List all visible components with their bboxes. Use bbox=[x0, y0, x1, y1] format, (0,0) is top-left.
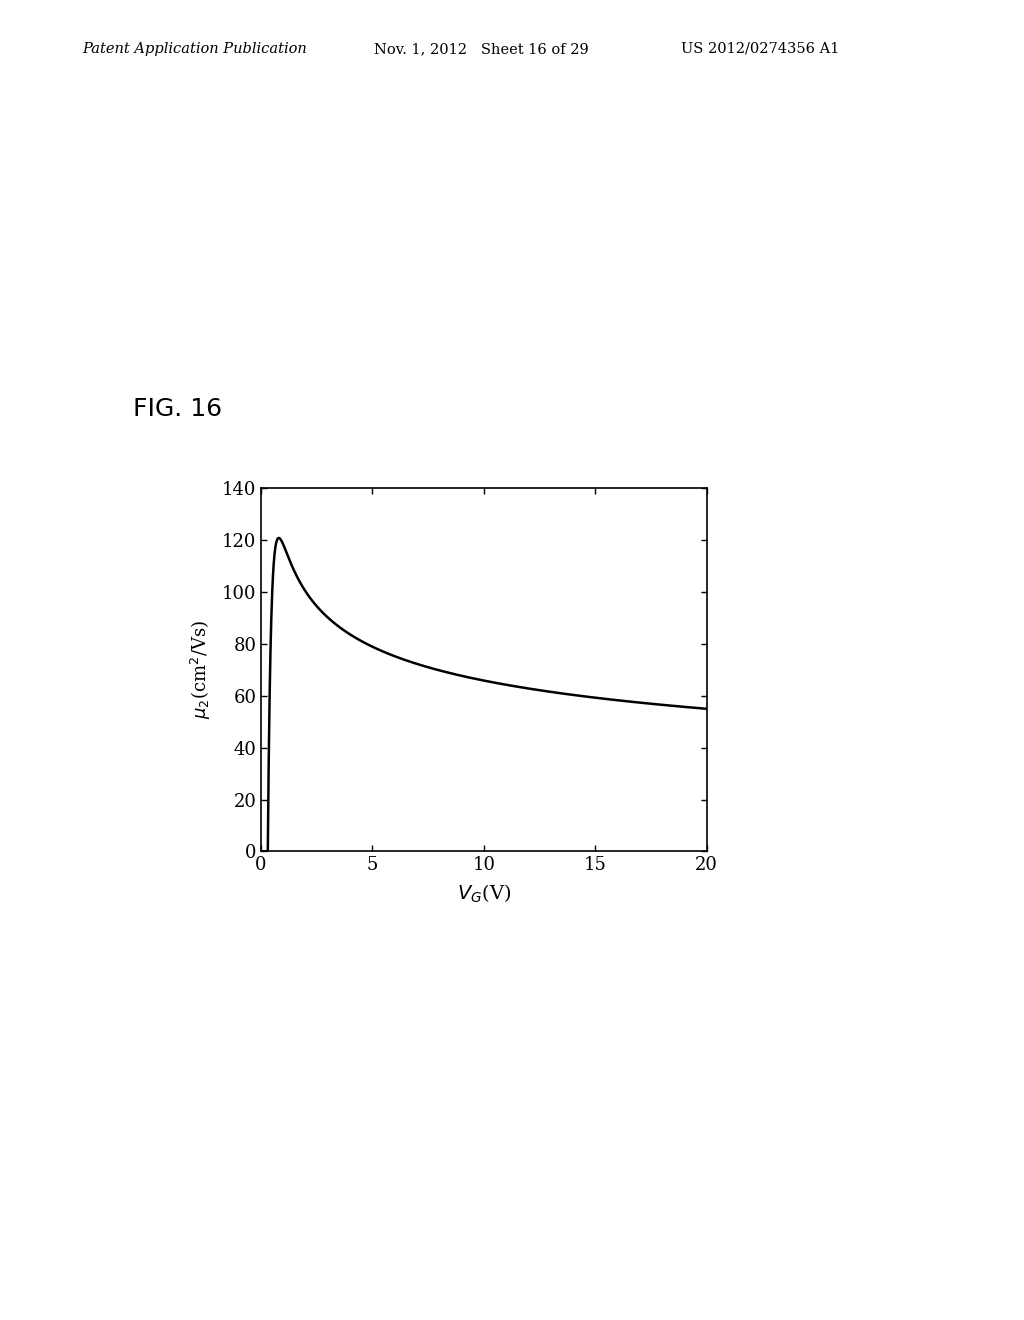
Text: Nov. 1, 2012   Sheet 16 of 29: Nov. 1, 2012 Sheet 16 of 29 bbox=[374, 42, 589, 55]
Text: US 2012/0274356 A1: US 2012/0274356 A1 bbox=[681, 42, 840, 55]
Y-axis label: $\mu_2$(cm$^2$/Vs): $\mu_2$(cm$^2$/Vs) bbox=[189, 620, 213, 719]
X-axis label: $V_G$(V): $V_G$(V) bbox=[457, 883, 511, 906]
Text: FIG. 16: FIG. 16 bbox=[133, 397, 222, 421]
Text: Patent Application Publication: Patent Application Publication bbox=[82, 42, 306, 55]
